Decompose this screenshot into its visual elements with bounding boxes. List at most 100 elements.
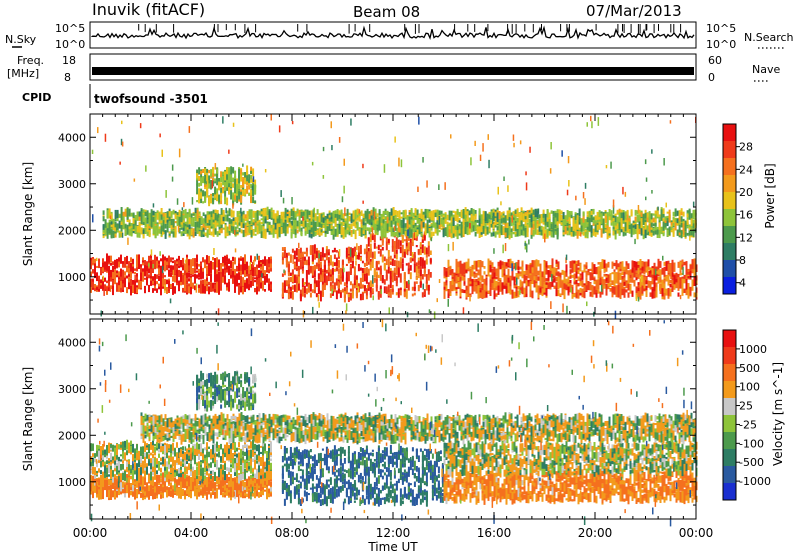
data-cell bbox=[670, 229, 673, 233]
data-cell bbox=[612, 221, 615, 229]
data-cell bbox=[682, 218, 685, 222]
data-cell bbox=[325, 269, 328, 274]
data-cell bbox=[144, 267, 146, 277]
data-cell bbox=[160, 258, 162, 262]
data-cell bbox=[162, 254, 164, 265]
data-cell bbox=[236, 231, 239, 234]
data-cell bbox=[330, 216, 333, 220]
data-cell bbox=[186, 257, 188, 267]
data-cell bbox=[640, 218, 643, 223]
data-cell bbox=[573, 263, 576, 273]
data-cell bbox=[138, 211, 141, 217]
data-cell bbox=[210, 273, 212, 282]
data-cell bbox=[409, 272, 412, 280]
data-cell bbox=[645, 261, 648, 265]
data-cell bbox=[128, 277, 130, 284]
data-cell bbox=[401, 252, 404, 258]
data-cell bbox=[395, 260, 398, 268]
data-cell bbox=[236, 277, 238, 280]
data-cell bbox=[166, 264, 168, 271]
data-cell bbox=[124, 257, 126, 266]
data-cell bbox=[238, 272, 240, 280]
data-cell bbox=[427, 254, 430, 257]
data-cell bbox=[491, 280, 494, 290]
data-cell bbox=[571, 274, 574, 278]
data-cell bbox=[212, 224, 215, 228]
data-cell bbox=[315, 262, 318, 267]
data-cell bbox=[586, 222, 589, 228]
data-cell bbox=[550, 229, 553, 233]
data-cell bbox=[591, 267, 594, 277]
data-cell bbox=[579, 292, 582, 296]
data-cell bbox=[565, 278, 568, 284]
data-cell bbox=[516, 218, 519, 223]
data-cell bbox=[392, 216, 395, 222]
data-cell bbox=[210, 231, 213, 236]
data-cell bbox=[407, 282, 410, 291]
data-cell bbox=[465, 285, 468, 295]
data-cell bbox=[383, 263, 386, 271]
data-cell bbox=[395, 275, 398, 279]
data-cell bbox=[403, 251, 406, 258]
data-cell bbox=[132, 258, 134, 267]
data-cell bbox=[260, 211, 263, 215]
data-cell bbox=[489, 291, 492, 296]
data-cell bbox=[470, 213, 473, 221]
data-cell bbox=[511, 273, 514, 280]
data-cell bbox=[383, 256, 386, 262]
data-cell bbox=[582, 211, 585, 217]
data-cell bbox=[138, 261, 140, 265]
data-cell bbox=[172, 209, 175, 215]
data-cell bbox=[528, 223, 531, 228]
data-cell bbox=[640, 210, 643, 214]
data-cell bbox=[521, 281, 524, 286]
data-cell bbox=[488, 228, 491, 232]
data-cell bbox=[250, 231, 253, 238]
data-cell bbox=[305, 279, 308, 287]
data-cell bbox=[396, 210, 399, 218]
data-cell bbox=[387, 266, 390, 274]
data-cell bbox=[326, 226, 329, 234]
data-cell bbox=[124, 277, 126, 288]
data-cell bbox=[425, 247, 428, 255]
data-cell bbox=[598, 210, 601, 218]
data-cell bbox=[662, 218, 665, 223]
data-cell bbox=[186, 277, 188, 282]
data-cell bbox=[427, 269, 430, 277]
data-cell bbox=[230, 209, 233, 218]
data-cell bbox=[144, 211, 147, 217]
data-cell bbox=[407, 242, 410, 252]
data-cell bbox=[194, 207, 197, 218]
data-cell bbox=[128, 282, 130, 290]
data-cell bbox=[443, 289, 446, 299]
data-cell bbox=[537, 276, 540, 281]
data-cell bbox=[393, 241, 396, 250]
data-cell bbox=[158, 228, 161, 234]
data-cell bbox=[511, 289, 514, 299]
data-cell bbox=[583, 286, 586, 292]
data-cell bbox=[547, 281, 550, 290]
data-cell bbox=[244, 218, 247, 222]
data-cell bbox=[693, 292, 696, 298]
data-cell bbox=[226, 226, 229, 232]
data-cell bbox=[491, 277, 494, 283]
data-cell bbox=[691, 279, 694, 287]
data-cell bbox=[308, 220, 311, 227]
data-cell bbox=[108, 208, 111, 219]
data-cell bbox=[176, 258, 178, 263]
data-cell bbox=[350, 233, 353, 237]
data-cell bbox=[668, 213, 671, 223]
data-cell bbox=[196, 226, 199, 233]
data-cell bbox=[260, 221, 263, 225]
data-cell bbox=[514, 209, 517, 214]
data-cell bbox=[621, 280, 624, 289]
data-cell bbox=[361, 292, 364, 301]
data-cell bbox=[146, 271, 148, 281]
data-cell bbox=[491, 264, 494, 267]
data-cell bbox=[114, 209, 117, 219]
data-cell bbox=[427, 274, 430, 278]
data-cell bbox=[533, 267, 536, 272]
data-cell bbox=[672, 219, 675, 223]
data-cell bbox=[348, 216, 351, 222]
data-cell bbox=[536, 221, 539, 224]
